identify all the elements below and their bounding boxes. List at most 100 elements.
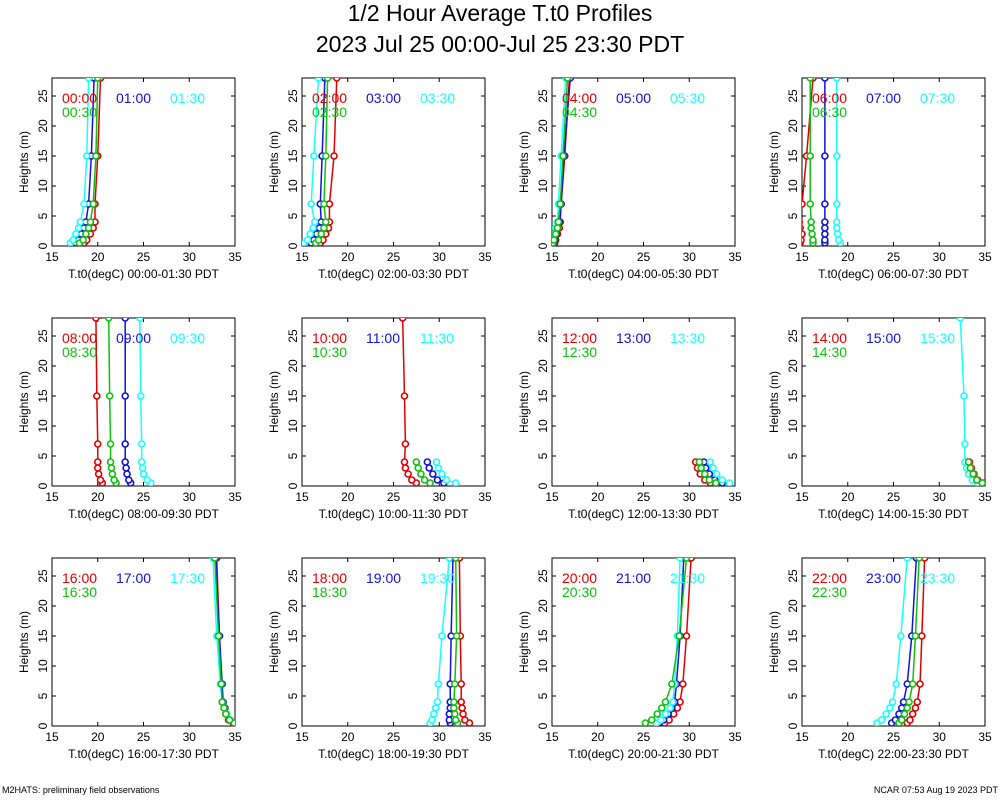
x-tick-label: 25 [887,730,901,744]
data-point [428,716,436,724]
data-point [307,200,315,208]
y-tick-label: 0 [786,482,800,489]
data-point [807,218,815,226]
y-tick-label: 20 [786,119,800,133]
data-point [966,464,975,472]
legend-entry: 00:30 [62,104,97,120]
x-axis-label: T.t0(degC) 20:00-21:30 PDT [568,747,719,761]
data-point [701,470,709,478]
data-point [682,558,691,562]
y-tick-label: 0 [286,482,300,489]
y-tick-label: 15 [286,389,300,403]
data-point [311,218,319,226]
data-point [211,558,219,562]
x-axis-label: T.t0(degC) 04:00-05:30 PDT [568,267,719,281]
legend-entry: 22:00 [812,570,847,586]
data-point [451,558,460,562]
data-point [908,680,917,688]
y-axis-label: Heights (m) [267,371,281,433]
x-tick-label: 25 [137,490,151,504]
y-tick-label: 0 [786,242,800,249]
data-point [96,476,105,484]
data-point [821,152,829,160]
data-point [956,318,965,322]
data-point [121,440,129,448]
data-point [332,78,341,82]
legend-entry: 12:00 [562,330,597,346]
legend-entry: 02:00 [312,90,347,106]
y-tick-label: 20 [536,359,550,373]
data-point [978,479,985,486]
data-point [451,710,459,718]
data-point [398,318,407,322]
data-point [94,470,103,478]
x-tick-label: 15 [45,250,59,264]
data-point [309,224,317,232]
data-point [554,218,563,226]
data-point [821,218,829,226]
y-axis-label: Heights (m) [767,131,781,193]
x-tick-label: 15 [45,730,59,744]
x-tick-label: 30 [183,490,197,504]
y-tick-label: 15 [286,149,300,163]
legend-entry: 14:00 [812,330,847,346]
legend-entry: 11:00 [366,330,400,346]
y-tick-label: 20 [536,119,550,133]
y-tick-label: 20 [786,599,800,613]
legend-entry: 18:30 [312,584,347,600]
data-point [457,680,466,688]
data-point [908,710,917,718]
y-tick-label: 25 [786,329,800,343]
data-point [106,458,115,466]
y-tick-label: 5 [536,212,550,219]
data-point [222,710,230,718]
y-tick-label: 10 [536,419,550,433]
x-tick-label: 15 [795,730,809,744]
legend-entry: 17:30 [170,570,205,586]
data-point [808,230,816,238]
data-point [802,230,806,238]
x-axis-label: T.t0(degC) 08:00-09:30 PDT [68,507,219,521]
data-point [821,200,829,208]
series-group [92,318,155,486]
legend-entry: 07:00 [866,90,901,106]
y-tick-label: 20 [286,359,300,373]
data-point [451,716,460,724]
data-point [806,200,815,208]
data-point [92,318,100,322]
data-point [675,632,683,640]
legend-entry: 23:30 [920,570,955,586]
data-point [106,440,115,448]
data-point [93,464,102,472]
x-tick-label: 30 [433,250,447,264]
y-tick-label: 0 [36,242,50,249]
data-point [969,470,977,478]
data-point [434,464,443,472]
data-point [407,476,416,484]
data-point [903,558,912,562]
data-point [676,558,684,562]
legend-entry: 00:00 [62,90,97,106]
data-point [321,152,330,160]
x-tick-label: 25 [387,490,401,504]
legend-entry: 09:30 [170,330,205,346]
y-axis-label: Heights (m) [17,611,31,673]
x-tick-label: 30 [683,730,697,744]
panel-8: 15 20 25 30 35 0 5 10 15 20 25 T.t0(degC) 14:00-15:… [767,317,992,521]
x-tick-label: 20 [91,250,105,264]
data-point [143,476,151,484]
data-point [214,632,223,640]
data-point [559,152,567,160]
y-tick-label: 15 [786,389,800,403]
legend-entry: 12:30 [562,344,597,360]
legend-entry: 21:00 [616,570,651,586]
data-point [661,698,670,706]
data-point [451,479,460,486]
x-tick-label: 15 [45,490,59,504]
x-tick-label: 25 [637,490,651,504]
data-point [317,230,326,238]
data-point [218,698,226,706]
legend-entry: 17:00 [116,570,151,586]
data-point [80,200,88,208]
data-point [104,318,113,322]
